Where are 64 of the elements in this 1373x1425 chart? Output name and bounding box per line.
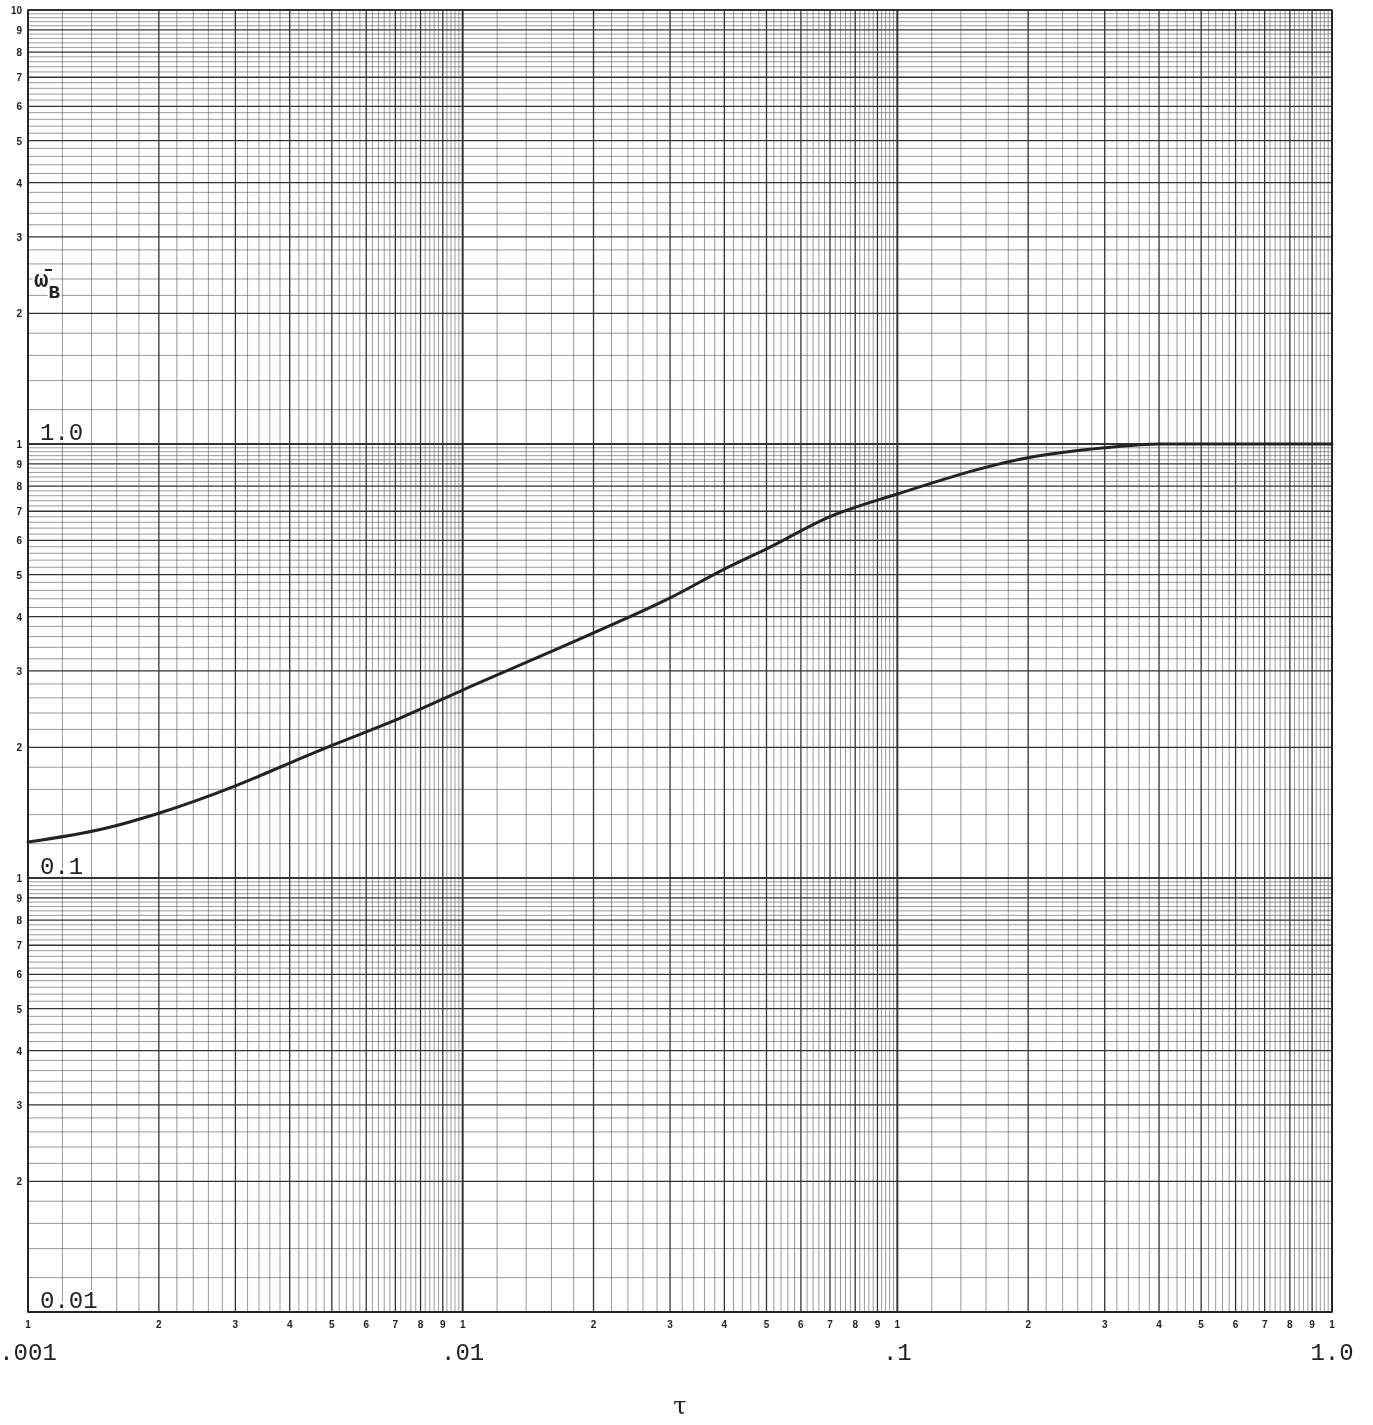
text: 1 (459, 1319, 466, 1330)
text: 7 (16, 506, 23, 518)
text: 3 (1101, 1319, 1108, 1330)
y-tick-label: 1.0 (40, 420, 84, 447)
text: 9 (1309, 1319, 1316, 1330)
text: 5 (763, 1319, 770, 1330)
text: 8 (16, 915, 23, 927)
text: 4 (721, 1319, 728, 1330)
text: 9 (440, 1319, 446, 1330)
text: 3 (667, 1319, 674, 1330)
text: 4 (16, 177, 23, 189)
text: 2 (156, 1319, 163, 1330)
text: 1 (16, 873, 23, 884)
text: 4 (16, 611, 23, 623)
text: 1 (894, 1319, 901, 1330)
y-tick-label: 0.01 (40, 1288, 98, 1315)
text: 8 (852, 1319, 859, 1330)
text: 2 (590, 1319, 597, 1330)
text: 2 (1025, 1319, 1032, 1330)
text: 7 (392, 1319, 399, 1330)
text: 6 (16, 969, 23, 981)
x-tick-label: .01 (441, 1340, 485, 1367)
text: 8 (1287, 1319, 1294, 1330)
text: 1 (1329, 1319, 1336, 1330)
text: 8 (16, 47, 23, 59)
text: 4 (1156, 1319, 1163, 1330)
text: 2 (16, 1176, 23, 1188)
text: 8 (417, 1319, 424, 1330)
text: 5 (1198, 1319, 1205, 1330)
x-tick-label: .001 (0, 1340, 57, 1367)
text: 6 (16, 101, 23, 113)
text: 10 (10, 5, 23, 16)
text: 2 (16, 308, 23, 320)
y-axis-title: ω̄$_{B}$ (34, 267, 61, 305)
text: 5 (16, 135, 23, 147)
y-tick-label: 0.1 (40, 854, 84, 881)
text: 5 (16, 569, 23, 581)
text: 9 (874, 1319, 881, 1330)
x-tick-label: 1.0 (1310, 1340, 1354, 1367)
text: 1 (16, 439, 23, 450)
text: 9 (16, 24, 23, 36)
text: 7 (16, 72, 23, 84)
text: 8 (16, 481, 23, 493)
text: 4 (16, 1045, 23, 1057)
x-tick-label: .1 (882, 1340, 912, 1367)
text: 7 (827, 1319, 834, 1330)
text: 7 (1261, 1319, 1268, 1330)
text: 1 (25, 1319, 32, 1330)
text: 6 (1232, 1319, 1239, 1330)
text: 3 (16, 231, 23, 243)
text: 2 (16, 742, 23, 754)
text: 3 (16, 665, 23, 677)
text: 9 (16, 892, 23, 904)
text: 7 (16, 940, 23, 952)
text: 5 (329, 1319, 336, 1330)
text: 6 (798, 1319, 805, 1330)
text: 6 (16, 535, 23, 547)
text: 3 (232, 1319, 239, 1330)
text: 6 (363, 1319, 370, 1330)
text: 3 (16, 1099, 23, 1111)
text: 4 (286, 1319, 293, 1330)
text: 5 (16, 1003, 23, 1015)
text: 9 (16, 458, 23, 470)
x-axis-title: τ (673, 1392, 687, 1420)
